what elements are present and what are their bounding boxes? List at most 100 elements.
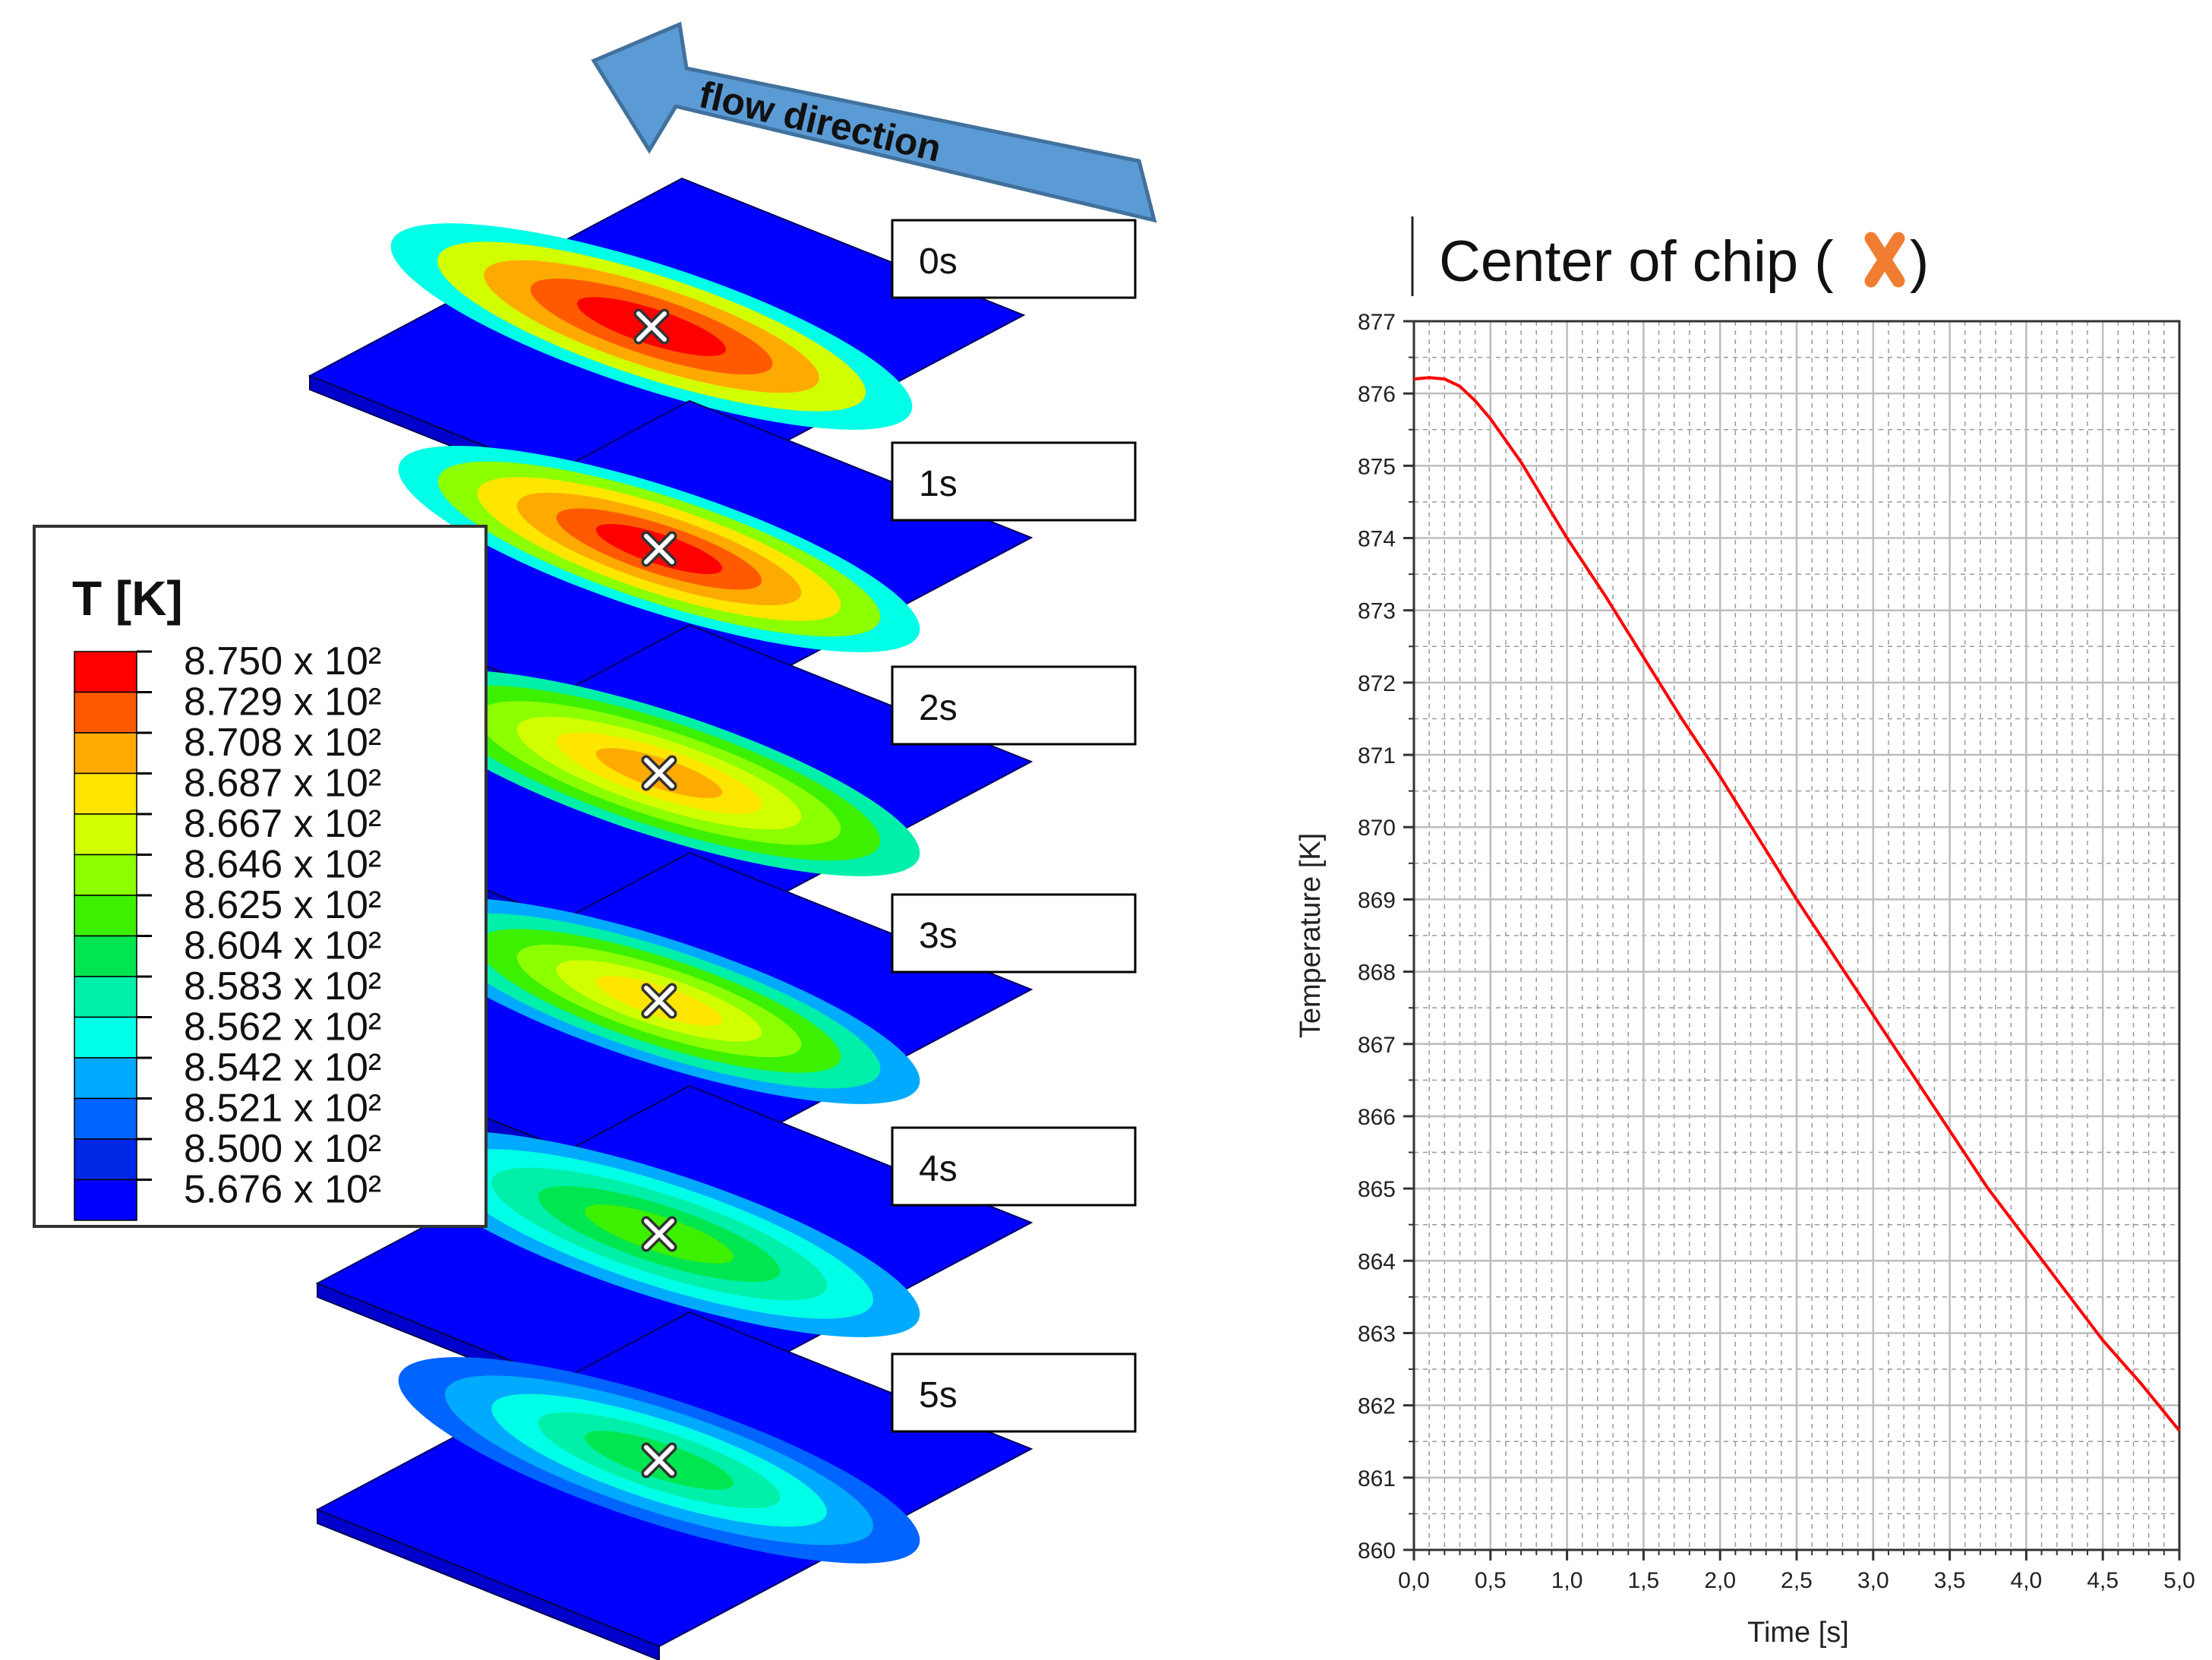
legend-label: 8.708 x 10² xyxy=(184,721,381,765)
legend-label: 8.500 x 10² xyxy=(184,1127,381,1171)
chip-center-marker-icon xyxy=(633,308,670,345)
legend-label: 8.729 x 10² xyxy=(184,680,381,724)
time-label: 5s xyxy=(919,1375,958,1415)
legend-label: 8.542 x 10² xyxy=(184,1046,381,1090)
legend-swatch xyxy=(74,854,137,896)
y-tick-label: 871 xyxy=(1358,743,1396,768)
legend-swatch xyxy=(74,732,137,775)
y-tick-label: 876 xyxy=(1358,382,1396,407)
y-tick-label: 866 xyxy=(1358,1105,1396,1130)
chart-title-text: Center of chip ( xyxy=(1439,229,1834,294)
legend-entry: 8.521 x 10² xyxy=(74,1087,381,1140)
legend-title: T [K] xyxy=(72,571,183,626)
legend-entry: 8.500 x 10² xyxy=(74,1127,381,1181)
y-tick-labels: 860 861 862 863 864 865 866 867 868 869 870 871 872 8… xyxy=(1358,310,1396,1564)
y-tick-label: 877 xyxy=(1358,310,1396,335)
time-label-box xyxy=(891,441,1137,522)
plate-5s: 5s xyxy=(315,1311,1137,1660)
legend-label: 8.667 x 10² xyxy=(184,802,381,846)
x-tick-label: 2,5 xyxy=(1781,1568,1813,1593)
x-tick-label: 1,0 xyxy=(1551,1568,1583,1593)
y-tick-label: 867 xyxy=(1358,1033,1396,1058)
legend-label: 8.750 x 10² xyxy=(184,639,381,683)
temperature-series-line xyxy=(1413,376,2181,1432)
y-tick-label: 870 xyxy=(1358,816,1396,841)
y-tick-label: 869 xyxy=(1358,888,1396,913)
legend-entry: 8.646 x 10² xyxy=(74,843,381,896)
chip-center-marker-icon xyxy=(641,1216,677,1252)
legend-swatch xyxy=(74,935,137,977)
x-tick-label: 3,0 xyxy=(1857,1568,1889,1593)
chip-center-marker-icon xyxy=(641,755,677,791)
axis-ticks xyxy=(1403,320,2181,1561)
y-tick-label: 863 xyxy=(1358,1321,1396,1346)
legend-swatch xyxy=(74,1179,137,1221)
legend-entry: 8.729 x 10² xyxy=(74,680,381,734)
legend-entry: 8.625 x 10² xyxy=(74,883,381,937)
legend-swatch xyxy=(74,691,137,734)
chart-title: Center of chip ( ) xyxy=(1439,229,1929,294)
chart-title-closing: ) xyxy=(1910,229,1929,294)
time-label-box xyxy=(891,219,1137,299)
chip-center-marker-icon xyxy=(641,531,677,567)
orange-x-marker-icon xyxy=(1864,232,1905,288)
legend-label: 8.625 x 10² xyxy=(184,883,381,927)
time-label-box xyxy=(891,665,1137,746)
legend-label: 8.604 x 10² xyxy=(184,924,381,968)
legend-swatch xyxy=(74,1016,137,1059)
legend-label: 5.676 x 10² xyxy=(184,1168,381,1212)
y-tick-label: 875 xyxy=(1358,454,1396,479)
chart-grid xyxy=(1412,320,2181,1551)
y-tick-label: 874 xyxy=(1358,527,1396,552)
time-label: 2s xyxy=(919,688,958,728)
x-tick-label: 5,0 xyxy=(2163,1568,2195,1593)
legend-label: 8.562 x 10² xyxy=(184,1005,381,1049)
y-tick-label: 860 xyxy=(1358,1538,1396,1564)
y-tick-label: 864 xyxy=(1358,1249,1396,1274)
legend-entry: 8.562 x 10² xyxy=(74,1005,381,1059)
x-axis-title: Time [s] xyxy=(1747,1617,1849,1649)
y-tick-label: 865 xyxy=(1358,1177,1396,1202)
legend-entry: 8.708 x 10² xyxy=(74,721,381,775)
legend-entry: 8.667 x 10² xyxy=(74,802,381,856)
y-tick-label: 862 xyxy=(1358,1394,1396,1419)
legend-label: 8.583 x 10² xyxy=(184,964,381,1008)
x-tick-label: 0,5 xyxy=(1475,1568,1507,1593)
legend-swatch xyxy=(74,772,137,815)
legend-entry: 8.542 x 10² xyxy=(74,1046,381,1100)
y-axis-title: Temperature [K] xyxy=(1295,833,1327,1038)
time-label: 0s xyxy=(919,241,958,282)
legend-entry: 8.687 x 10² xyxy=(74,762,381,815)
legend-label: 8.646 x 10² xyxy=(184,843,381,887)
time-label-box xyxy=(891,893,1137,974)
x-tick-label: 1,5 xyxy=(1628,1568,1660,1593)
legend-label: 8.687 x 10² xyxy=(184,762,381,806)
plate-4s: 4s xyxy=(315,1084,1137,1435)
legend-entry: 8.583 x 10² xyxy=(74,964,381,1018)
x-tick-label: 2,0 xyxy=(1704,1568,1736,1593)
chip-center-marker-icon xyxy=(641,1442,677,1479)
legend-label: 8.521 x 10² xyxy=(184,1087,381,1131)
x-tick-label: 4,0 xyxy=(2011,1568,2043,1593)
x-tick-label: 3,5 xyxy=(1934,1568,1966,1593)
legend-swatch xyxy=(74,1057,137,1100)
x-tick-label: 0,0 xyxy=(1398,1568,1430,1593)
time-label-box xyxy=(891,1126,1137,1207)
y-tick-label: 872 xyxy=(1358,671,1396,696)
time-label: 1s xyxy=(919,464,958,504)
y-tick-label: 868 xyxy=(1358,961,1396,986)
time-label: 4s xyxy=(919,1149,958,1189)
y-tick-label: 861 xyxy=(1358,1466,1396,1491)
time-label: 3s xyxy=(919,916,958,956)
legend-entry: 8.604 x 10² xyxy=(74,924,381,977)
legend-swatch xyxy=(74,976,137,1018)
legend-entry: 5.676 x 10² xyxy=(74,1168,381,1221)
x-tick-labels: 0,0 0,5 1,0 1,5 2,0 2,5 3,0 3,5 4,0 4,5 5,0 xyxy=(1398,1568,2195,1593)
chip-center-marker-icon xyxy=(641,983,677,1019)
y-tick-label: 873 xyxy=(1358,599,1396,624)
time-label-box xyxy=(891,1352,1137,1433)
x-tick-label: 4,5 xyxy=(2087,1568,2119,1593)
